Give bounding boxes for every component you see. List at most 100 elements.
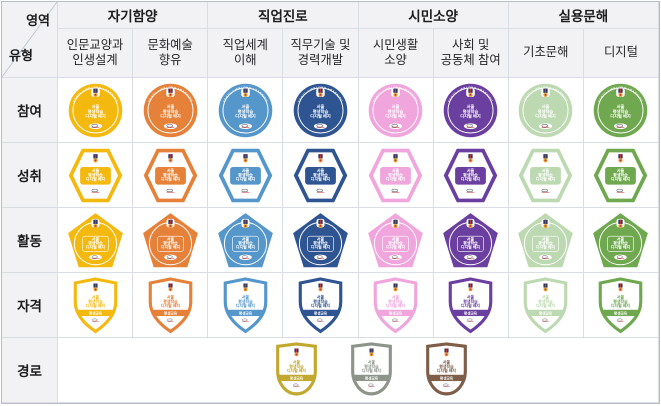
svg-text:디지털 배지: 디지털 배지	[85, 112, 106, 119]
medal-icon	[294, 348, 298, 356]
medal-icon	[318, 219, 322, 227]
area-header-self-cultivation: 자기함양	[58, 2, 208, 29]
svg-text:평생교육: 평생교육	[289, 375, 303, 380]
medal-icon	[243, 88, 247, 96]
svg-text:평생교육: 평생교육	[314, 310, 328, 315]
medal-icon	[393, 219, 397, 227]
svg-text:디지털 배지: 디지털 배지	[386, 175, 406, 181]
svg-text:디지털 배지: 디지털 배지	[386, 303, 406, 308]
medal-icon	[318, 283, 322, 291]
medal-icon	[168, 88, 172, 96]
type-header-2: 문화예술 향유	[133, 29, 208, 78]
svg-text:디지털 배지: 디지털 배지	[536, 175, 556, 181]
svg-text:평생교육: 평생교육	[464, 310, 478, 315]
svg-text:디지털 배지: 디지털 배지	[85, 303, 105, 308]
svg-text:디지털 배지: 디지털 배지	[460, 112, 481, 119]
svg-text:디지털 배지: 디지털 배지	[236, 244, 256, 249]
area-header-practical-literacy: 실용문해	[509, 2, 659, 29]
svg-text:디지털 배지: 디지털 배지	[611, 175, 631, 181]
svg-text:디지털 배지: 디지털 배지	[160, 112, 181, 119]
svg-text:디지털 배지: 디지털 배지	[160, 175, 180, 181]
medal-icon	[394, 283, 398, 291]
svg-text:디지털 배지: 디지털 배지	[286, 368, 306, 373]
svg-text:디지털 배지: 디지털 배지	[461, 175, 481, 181]
svg-text:디지털 배지: 디지털 배지	[161, 244, 181, 249]
medal-icon	[544, 88, 548, 96]
svg-text:디지털 배지: 디지털 배지	[236, 303, 256, 308]
medal-icon	[318, 154, 322, 162]
type-header-1: 인문교양과 인생설계	[58, 29, 133, 78]
svg-text:디지털 배지: 디지털 배지	[85, 244, 105, 249]
type-header-8: 디지털	[584, 29, 659, 78]
medal-icon	[469, 88, 473, 96]
svg-text:디지털 배지: 디지털 배지	[611, 303, 631, 308]
svg-text:평생교육: 평생교육	[239, 310, 253, 315]
medal-icon	[544, 283, 548, 291]
svg-text:평생교육: 평생교육	[88, 310, 102, 315]
medal-icon	[168, 219, 172, 227]
medal-icon	[444, 348, 448, 356]
svg-text:디지털 배지: 디지털 배지	[536, 112, 557, 119]
svg-text:디지털 배지: 디지털 배지	[161, 303, 181, 308]
medal-icon	[619, 219, 623, 227]
area-header-career: 직업진로	[208, 2, 358, 29]
svg-text:디지털 배지: 디지털 배지	[236, 175, 256, 181]
medal-icon	[469, 154, 473, 162]
medal-icon	[393, 154, 397, 162]
svg-text:디지털 배지: 디지털 배지	[235, 112, 256, 119]
svg-text:디지털 배지: 디지털 배지	[85, 175, 105, 181]
svg-text:평생교육: 평생교육	[439, 375, 453, 380]
svg-text:디지털 배지: 디지털 배지	[361, 368, 381, 373]
svg-text:디지털 배지: 디지털 배지	[311, 244, 331, 249]
svg-text:디지털 배지: 디지털 배지	[311, 303, 331, 308]
medal-icon	[93, 283, 97, 291]
svg-text:디지털 배지: 디지털 배지	[536, 244, 556, 249]
svg-text:평생교육: 평생교육	[164, 310, 178, 315]
svg-text:디지털 배지: 디지털 배지	[611, 112, 632, 119]
medal-icon	[544, 154, 548, 162]
row-label-participation: 참여	[2, 78, 58, 143]
svg-text:디지털 배지: 디지털 배지	[311, 175, 331, 181]
